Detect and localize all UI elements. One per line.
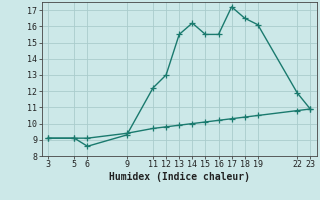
X-axis label: Humidex (Indice chaleur): Humidex (Indice chaleur) bbox=[109, 172, 250, 182]
